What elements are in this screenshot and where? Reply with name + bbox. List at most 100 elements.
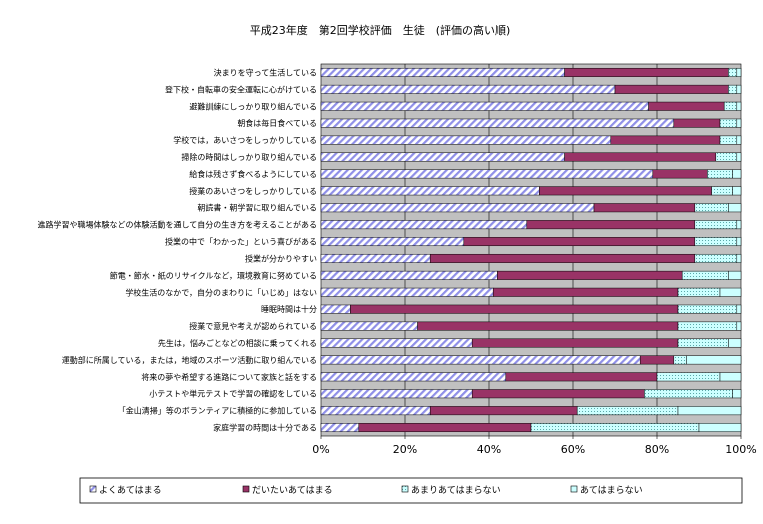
- bar-segment: [320, 287, 494, 297]
- bar-segment: [736, 135, 742, 145]
- bar-segment: [686, 355, 742, 365]
- category-label: 避難訓練にしっかり取り組んでいる: [189, 101, 317, 111]
- category-label: 睡眠時間は十分: [261, 304, 317, 314]
- bar-segment: [526, 220, 696, 230]
- x-tick-label: 0%: [312, 443, 329, 456]
- bar-segment: [736, 253, 742, 263]
- bar-segment: [736, 118, 742, 128]
- x-axis-ticks: 0% 20% 40% 60% 80% 100%: [312, 436, 757, 456]
- bar-segment: [707, 169, 733, 179]
- bar-segment: [736, 152, 742, 162]
- legend-label: よくあてはまる: [99, 485, 162, 496]
- bar-segment: [673, 118, 721, 128]
- bar-segment: [350, 304, 679, 314]
- bar-segment: [593, 203, 696, 213]
- bar-segment: [320, 67, 565, 77]
- bar-segment: [505, 372, 658, 382]
- bar-segment: [736, 220, 742, 230]
- bar-segment: [320, 152, 565, 162]
- bar-segment: [677, 338, 729, 348]
- bar-segment: [681, 270, 729, 280]
- category-label: 家庭学習の時間は十分である: [213, 423, 317, 433]
- bar-segment: [320, 186, 540, 196]
- x-tick-label: 60%: [561, 443, 585, 456]
- bar-segment: [320, 118, 675, 128]
- bar-segment: [320, 338, 473, 348]
- bar-segment: [639, 355, 675, 365]
- bar-segment: [614, 84, 729, 94]
- bar-segment: [530, 423, 700, 433]
- bar-segment: [320, 321, 418, 331]
- category-label: 学校生活のなかで，自分のまわりに「いじめ」はない: [125, 287, 317, 297]
- bar-segment: [656, 372, 721, 382]
- x-tick-label: 100%: [725, 443, 756, 456]
- bar-segment: [320, 253, 431, 263]
- category-label: 進路学習や職場体験などの体験活動を通して自分の生き方を考えることがある: [37, 220, 317, 230]
- category-label: 授業が分かりやすい: [245, 253, 317, 263]
- bar-segment: [320, 203, 595, 213]
- category-label: 学校では，あいさつをしっかりしている: [173, 135, 317, 145]
- bar-segment: [320, 304, 351, 314]
- bar-segment: [677, 304, 738, 314]
- bar-segment: [320, 101, 649, 111]
- bar-segment: [719, 287, 742, 297]
- bar-segment: [719, 135, 738, 145]
- category-label: 登下校・自転車の安全運転に心がけている: [165, 84, 317, 94]
- legend-swatch: [401, 485, 409, 493]
- bar-segment: [732, 186, 742, 196]
- bar-segment: [610, 135, 721, 145]
- category-labels: 決まりを守って生活している登下校・自転車の安全運転に心がけている避難訓練にしっか…: [37, 67, 317, 432]
- x-tick-label: 40%: [477, 443, 501, 456]
- category-label: 小テストや単元テストで学習の確認をしている: [149, 389, 317, 399]
- bar-segment: [576, 406, 679, 416]
- bar-segment: [736, 67, 742, 77]
- bar-segment: [723, 101, 738, 111]
- legend: よくあてはまる だいたいあてはまる あまりあてはまらない あてはまらない: [89, 485, 643, 496]
- category-label: 授業のあいさつをしっかりしている: [189, 186, 317, 196]
- category-label: 運動部に所属している，または，地域のスポーツ活動に取り組んでいる: [62, 355, 317, 365]
- legend-box: [79, 477, 743, 504]
- bar-segment: [673, 355, 687, 365]
- bar-segment: [539, 186, 712, 196]
- bars: [320, 67, 742, 433]
- bar-segment: [320, 220, 528, 230]
- bar-segment: [711, 186, 733, 196]
- category-label: 掃除の時間はしっかり取り組んでいる: [181, 152, 317, 162]
- bar-segment: [728, 338, 742, 348]
- bar-segment: [320, 237, 465, 247]
- legend-swatch: [570, 485, 578, 493]
- bar-segment: [736, 84, 742, 94]
- bar-segment: [320, 135, 612, 145]
- category-label: 先生は，悩みごとなどの相談に乗ってくれる: [158, 338, 317, 348]
- bar-segment: [463, 237, 696, 247]
- bar-segment: [320, 372, 507, 382]
- legend-label: あまりあてはまらない: [411, 485, 501, 496]
- bar-segment: [694, 253, 738, 263]
- chart-title: 平成23年度 第2回学校評価 生徒 (評価の高い順): [250, 23, 511, 37]
- bar-segment: [648, 101, 725, 111]
- bar-segment: [719, 372, 742, 382]
- legend-swatch: [242, 485, 250, 493]
- legend-label: だいたいあてはまる: [252, 485, 333, 496]
- bar-segment: [715, 152, 738, 162]
- bar-segment: [320, 84, 616, 94]
- bar-segment: [417, 321, 679, 331]
- bar-segment: [677, 287, 721, 297]
- bar-segment: [698, 423, 742, 433]
- bar-segment: [320, 169, 654, 179]
- bar-segment: [564, 152, 717, 162]
- x-tick-label: 20%: [393, 443, 417, 456]
- bar-segment: [736, 237, 742, 247]
- x-tick-label: 80%: [645, 443, 669, 456]
- bar-segment: [320, 270, 498, 280]
- bar-segment: [694, 220, 738, 230]
- bar-segment: [320, 423, 360, 433]
- bar-segment: [677, 321, 738, 331]
- bar-segment: [429, 253, 696, 263]
- bar-segment: [728, 67, 738, 77]
- bar-segment: [728, 270, 742, 280]
- bar-segment: [736, 321, 742, 331]
- category-label: 将来の夢や希望する進路について家族と話をする: [141, 372, 317, 382]
- bar-segment: [694, 237, 738, 247]
